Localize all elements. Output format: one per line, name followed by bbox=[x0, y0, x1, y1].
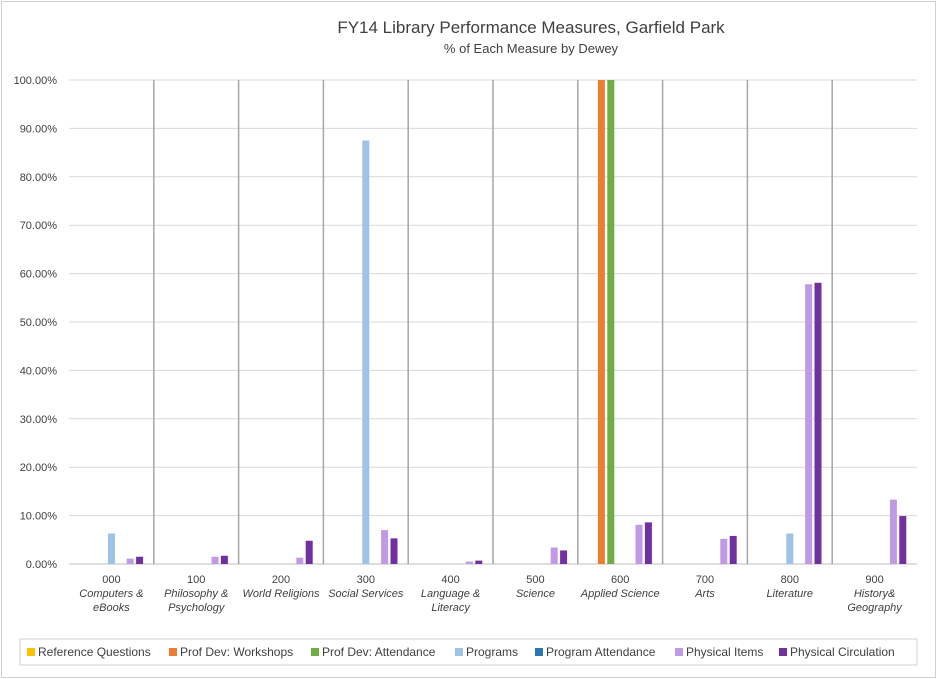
legend-swatch bbox=[169, 648, 177, 656]
x-category-label: 200 World Religions bbox=[242, 574, 320, 600]
bar bbox=[211, 556, 219, 564]
bar bbox=[644, 522, 652, 564]
y-tick-label: 50.00% bbox=[20, 317, 58, 329]
y-tick-label: 60.00% bbox=[20, 269, 58, 281]
legend-swatch bbox=[675, 648, 683, 656]
bar bbox=[220, 555, 228, 564]
bar bbox=[635, 524, 643, 564]
x-category-label: 000 Computers & eBooks bbox=[79, 574, 143, 614]
bar bbox=[381, 530, 389, 564]
y-tick-label: 0.00% bbox=[26, 559, 57, 571]
legend-swatch bbox=[27, 648, 35, 656]
legend-label: Physical Circulation bbox=[790, 645, 895, 659]
y-tick-label: 10.00% bbox=[20, 511, 58, 523]
bar bbox=[720, 538, 728, 564]
x-category-label: 600 Applied Science bbox=[580, 574, 660, 600]
legend-label: Program Attendance bbox=[546, 645, 656, 659]
legend-label: Physical Items bbox=[686, 645, 763, 659]
legend-label: Prof Dev: Attendance bbox=[322, 645, 436, 659]
legend-swatch bbox=[455, 648, 463, 656]
x-category-label: 900 History& Geography bbox=[847, 574, 903, 614]
bar bbox=[475, 560, 483, 564]
bar bbox=[107, 533, 115, 564]
x-category-label: 100 Philosophy & Psychology bbox=[164, 574, 228, 614]
bar bbox=[607, 80, 615, 564]
bar bbox=[597, 80, 605, 564]
y-tick-label: 30.00% bbox=[20, 414, 58, 426]
category-separators bbox=[153, 80, 833, 564]
bars bbox=[107, 80, 907, 564]
y-tick-label: 20.00% bbox=[20, 462, 58, 474]
bar bbox=[550, 547, 558, 564]
legend-label: Programs bbox=[466, 645, 518, 659]
x-axis-categories: 000 Computers & eBooks 100 Philosophy & Psych… bbox=[79, 574, 903, 614]
y-tick-label: 70.00% bbox=[20, 220, 58, 232]
bar bbox=[560, 550, 568, 564]
bar bbox=[296, 557, 304, 564]
y-tick-label: 90.00% bbox=[20, 123, 58, 135]
y-tick-label: 40.00% bbox=[20, 365, 58, 377]
legend-label: Reference Questions bbox=[38, 645, 151, 659]
bar bbox=[390, 538, 398, 564]
bar bbox=[305, 540, 313, 564]
bar bbox=[362, 140, 370, 564]
y-tick-label: 80.00% bbox=[20, 172, 58, 184]
bar bbox=[805, 284, 813, 564]
y-axis-ticks: 0.00% 10.00% 20.00% 30.00% 40.00% 50.00% 60.00… bbox=[14, 75, 58, 571]
legend-label: Prof Dev: Workshops bbox=[180, 645, 293, 659]
legend: Reference Questions Prof Dev: Workshops Pr… bbox=[27, 645, 895, 659]
y-tick-label: 100.00% bbox=[14, 75, 58, 87]
x-category-label: 300 Social Services bbox=[328, 574, 404, 600]
bar bbox=[729, 535, 737, 564]
bar bbox=[899, 516, 907, 564]
bar bbox=[814, 282, 822, 564]
x-category-label: 800 Literature bbox=[767, 574, 813, 600]
legend-swatch bbox=[779, 648, 787, 656]
bar bbox=[126, 558, 134, 564]
legend-swatch bbox=[535, 648, 543, 656]
x-category-label: 700 Arts bbox=[694, 574, 715, 600]
bar bbox=[889, 499, 897, 564]
chart-title: FY14 Library Performance Measures, Garfi… bbox=[337, 18, 725, 37]
bar bbox=[786, 533, 794, 564]
bar bbox=[465, 561, 473, 564]
legend-swatch bbox=[311, 648, 319, 656]
x-category-label: 400 Language & Literacy bbox=[421, 574, 480, 614]
x-category-label: 500 Science bbox=[516, 574, 555, 600]
bar bbox=[136, 556, 144, 564]
chart-subtitle: % of Each Measure by Dewey bbox=[444, 41, 619, 56]
